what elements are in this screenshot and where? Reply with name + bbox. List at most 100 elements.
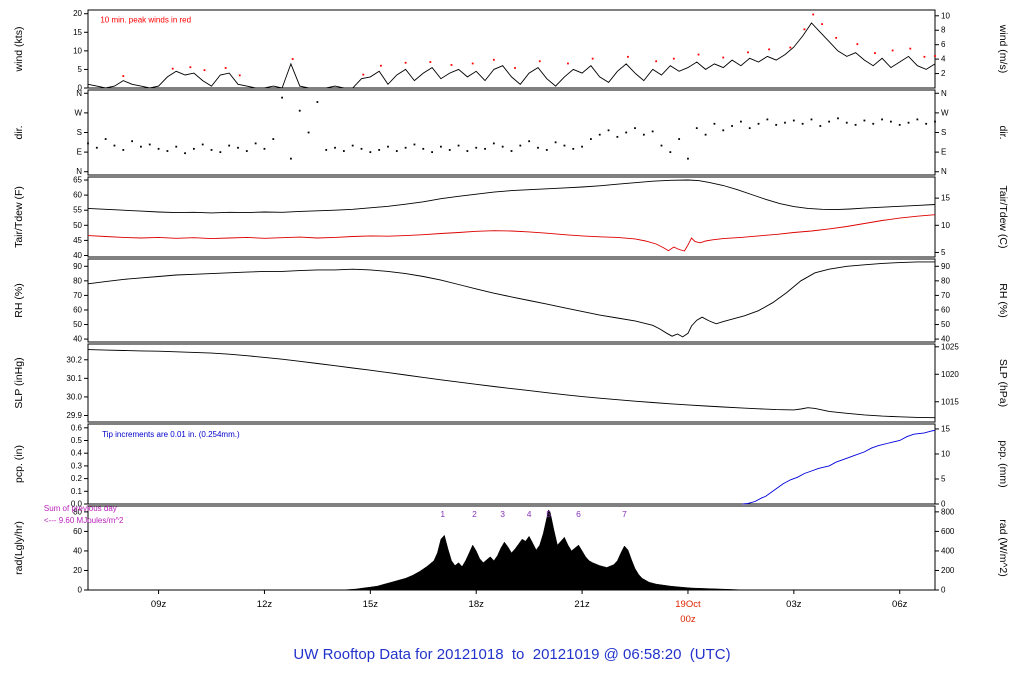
pcp-annotation: Tip increments are 0.01 in. (0.254mm.)	[102, 430, 240, 439]
x-tick-label: 15z	[363, 599, 379, 610]
wind-left-tick: 10	[73, 46, 82, 55]
slp-left-axis-title: SLP (inHg)	[13, 357, 25, 408]
dir-right-tick: E	[941, 148, 946, 157]
series-precip-cum	[742, 429, 936, 505]
rad-annotation: Sum of previous day	[44, 504, 117, 513]
temp-left-tick: 65	[73, 176, 82, 185]
pcp-left-tick: 0.1	[71, 487, 83, 496]
rad-left-tick: 20	[73, 566, 82, 575]
temp-left-axis-title: Tair/Tdew (F)	[13, 186, 25, 248]
slp-right-axis-title: SLP (hPa)	[997, 359, 1009, 407]
rad-right-tick: 800	[941, 507, 955, 516]
rad-left-tick: 80	[73, 507, 82, 516]
rad-right-tick: 600	[941, 527, 955, 536]
temp-right-axis-title: Tair/Tdew (C)	[997, 185, 1009, 248]
x-axis: 09z 12z 15z 18z 21z 19Oct 00z 03z 06z	[151, 590, 908, 625]
series-tdew	[87, 214, 936, 252]
x-tick-label: 03z	[786, 599, 802, 610]
dir-left-tick: E	[77, 148, 82, 157]
pcp-right-tick: 10	[941, 449, 950, 458]
rad-right-tick: 0	[941, 586, 946, 595]
rh-right-tick: 60	[941, 305, 950, 314]
slp-left-tick: 30.2	[66, 355, 82, 364]
dir-left-tick: N	[76, 167, 82, 176]
temp-left-tick: 60	[73, 191, 82, 200]
wind-right-tick: 4	[941, 55, 946, 64]
pcp-left-tick: 0.3	[71, 461, 83, 470]
temp-left-tick: 40	[73, 251, 82, 260]
panel-wind: 0 5 10 15 20 2 4 6 8 10 wind (kts) wind (m/s) 10 min…	[13, 9, 1009, 92]
slp-left-tick: 30.0	[66, 392, 82, 401]
rad-right-axis-title: rad (W/m^2)	[997, 519, 1009, 576]
panel-slp: 29.9 30.0 30.1 30.2 1015 1020 1025 SLP (inHg) SL…	[13, 342, 1009, 423]
wind-right-tick: 2	[941, 69, 946, 78]
rad-peak-label: 3	[500, 509, 505, 519]
slp-right-tick: 1020	[941, 370, 959, 379]
pcp-left-tick: 0.4	[71, 449, 83, 458]
chart-title: UW Rooftop Data for 20121018 to 20121019…	[293, 646, 731, 663]
x-tick-label: 12z	[257, 599, 273, 610]
panel-temp: 40 45 50 55 60 65 5 10 15 Tair/Tdew (F) Tair/Tdew …	[13, 176, 1009, 260]
rad-right-tick: 400	[941, 546, 955, 555]
wind-left-axis-title: wind (kts)	[13, 27, 25, 73]
dir-left-tick: S	[77, 128, 82, 137]
wind-annotation: 10 min. peak winds in red	[100, 15, 191, 24]
wind-left-tick: 15	[73, 28, 82, 37]
wind-right-tick: 6	[941, 40, 946, 49]
panel-rh: 40 50 60 70 80 90 40 50 60 70 80 90 RH (%) RH (%)	[13, 258, 1009, 344]
rad-right-tick: 200	[941, 566, 955, 575]
panel-pcp: 0.0 0.1 0.2 0.3 0.4 0.5 0.6 0 5 10 15 pcp. (in) pcp.…	[13, 423, 1009, 508]
rad-left-tick: 60	[73, 527, 82, 536]
series-direction	[87, 96, 936, 160]
dir-right-tick: S	[941, 128, 946, 137]
x-tick-label: 06z	[892, 599, 908, 610]
slp-right-tick: 1015	[941, 397, 959, 406]
rad-left-axis-title: rad(Lgly/hr)	[13, 521, 25, 575]
pcp-left-tick: 0.0	[71, 500, 83, 509]
wind-right-tick: 8	[941, 26, 946, 35]
rad-peak-label: 2	[472, 509, 477, 519]
series-slp	[87, 349, 936, 419]
pcp-right-tick: 0	[941, 500, 946, 509]
rad-annotation: <--- 9.60 MJoules/m^2	[44, 516, 124, 525]
dir-left-axis-title: dir.	[13, 125, 25, 139]
wind-left-tick: 0	[78, 84, 83, 93]
temp-right-tick: 5	[941, 248, 946, 257]
dir-right-tick: N	[941, 167, 947, 176]
dir-right-tick: N	[941, 89, 947, 98]
rh-left-tick: 90	[73, 262, 82, 271]
wind-left-tick: 20	[73, 9, 82, 18]
series-tair	[87, 179, 936, 214]
pcp-right-tick: 5	[941, 474, 946, 483]
rad-peak-label: 7	[622, 509, 627, 519]
rad-left-tick: 0	[78, 586, 83, 595]
wind-right-axis-title: wind (m/s)	[997, 24, 1009, 73]
pcp-right-tick: 15	[941, 424, 950, 433]
temp-left-tick: 45	[73, 236, 82, 245]
rh-left-tick: 40	[73, 335, 82, 344]
temp-left-tick: 50	[73, 221, 82, 230]
dir-right-tick: W	[941, 108, 949, 117]
rh-left-tick: 60	[73, 305, 82, 314]
temp-right-tick: 10	[941, 221, 950, 230]
temp-left-tick: 55	[73, 206, 82, 215]
x-tick-label: 21z	[574, 599, 590, 610]
pcp-left-tick: 0.2	[71, 474, 83, 483]
x-tick-label: 19Oct	[675, 599, 701, 610]
x-tick-label-line2: 00z	[680, 614, 696, 625]
rh-left-tick: 50	[73, 320, 82, 329]
rad-peak-label: 5	[546, 509, 551, 519]
pcp-left-axis-title: pcp. (in)	[13, 445, 25, 483]
x-tick-label: 18z	[469, 599, 485, 610]
rh-right-tick: 50	[941, 320, 950, 329]
slp-left-tick: 29.9	[66, 411, 82, 420]
series-solar-rad	[342, 509, 745, 591]
rh-right-tick: 80	[941, 276, 950, 285]
x-tick-label: 09z	[151, 599, 167, 610]
pcp-right-axis-title: pcp. (mm)	[997, 440, 1009, 487]
rh-left-tick: 80	[73, 276, 82, 285]
wind-right-tick: 10	[941, 11, 950, 20]
pcp-left-tick: 0.6	[71, 423, 83, 432]
